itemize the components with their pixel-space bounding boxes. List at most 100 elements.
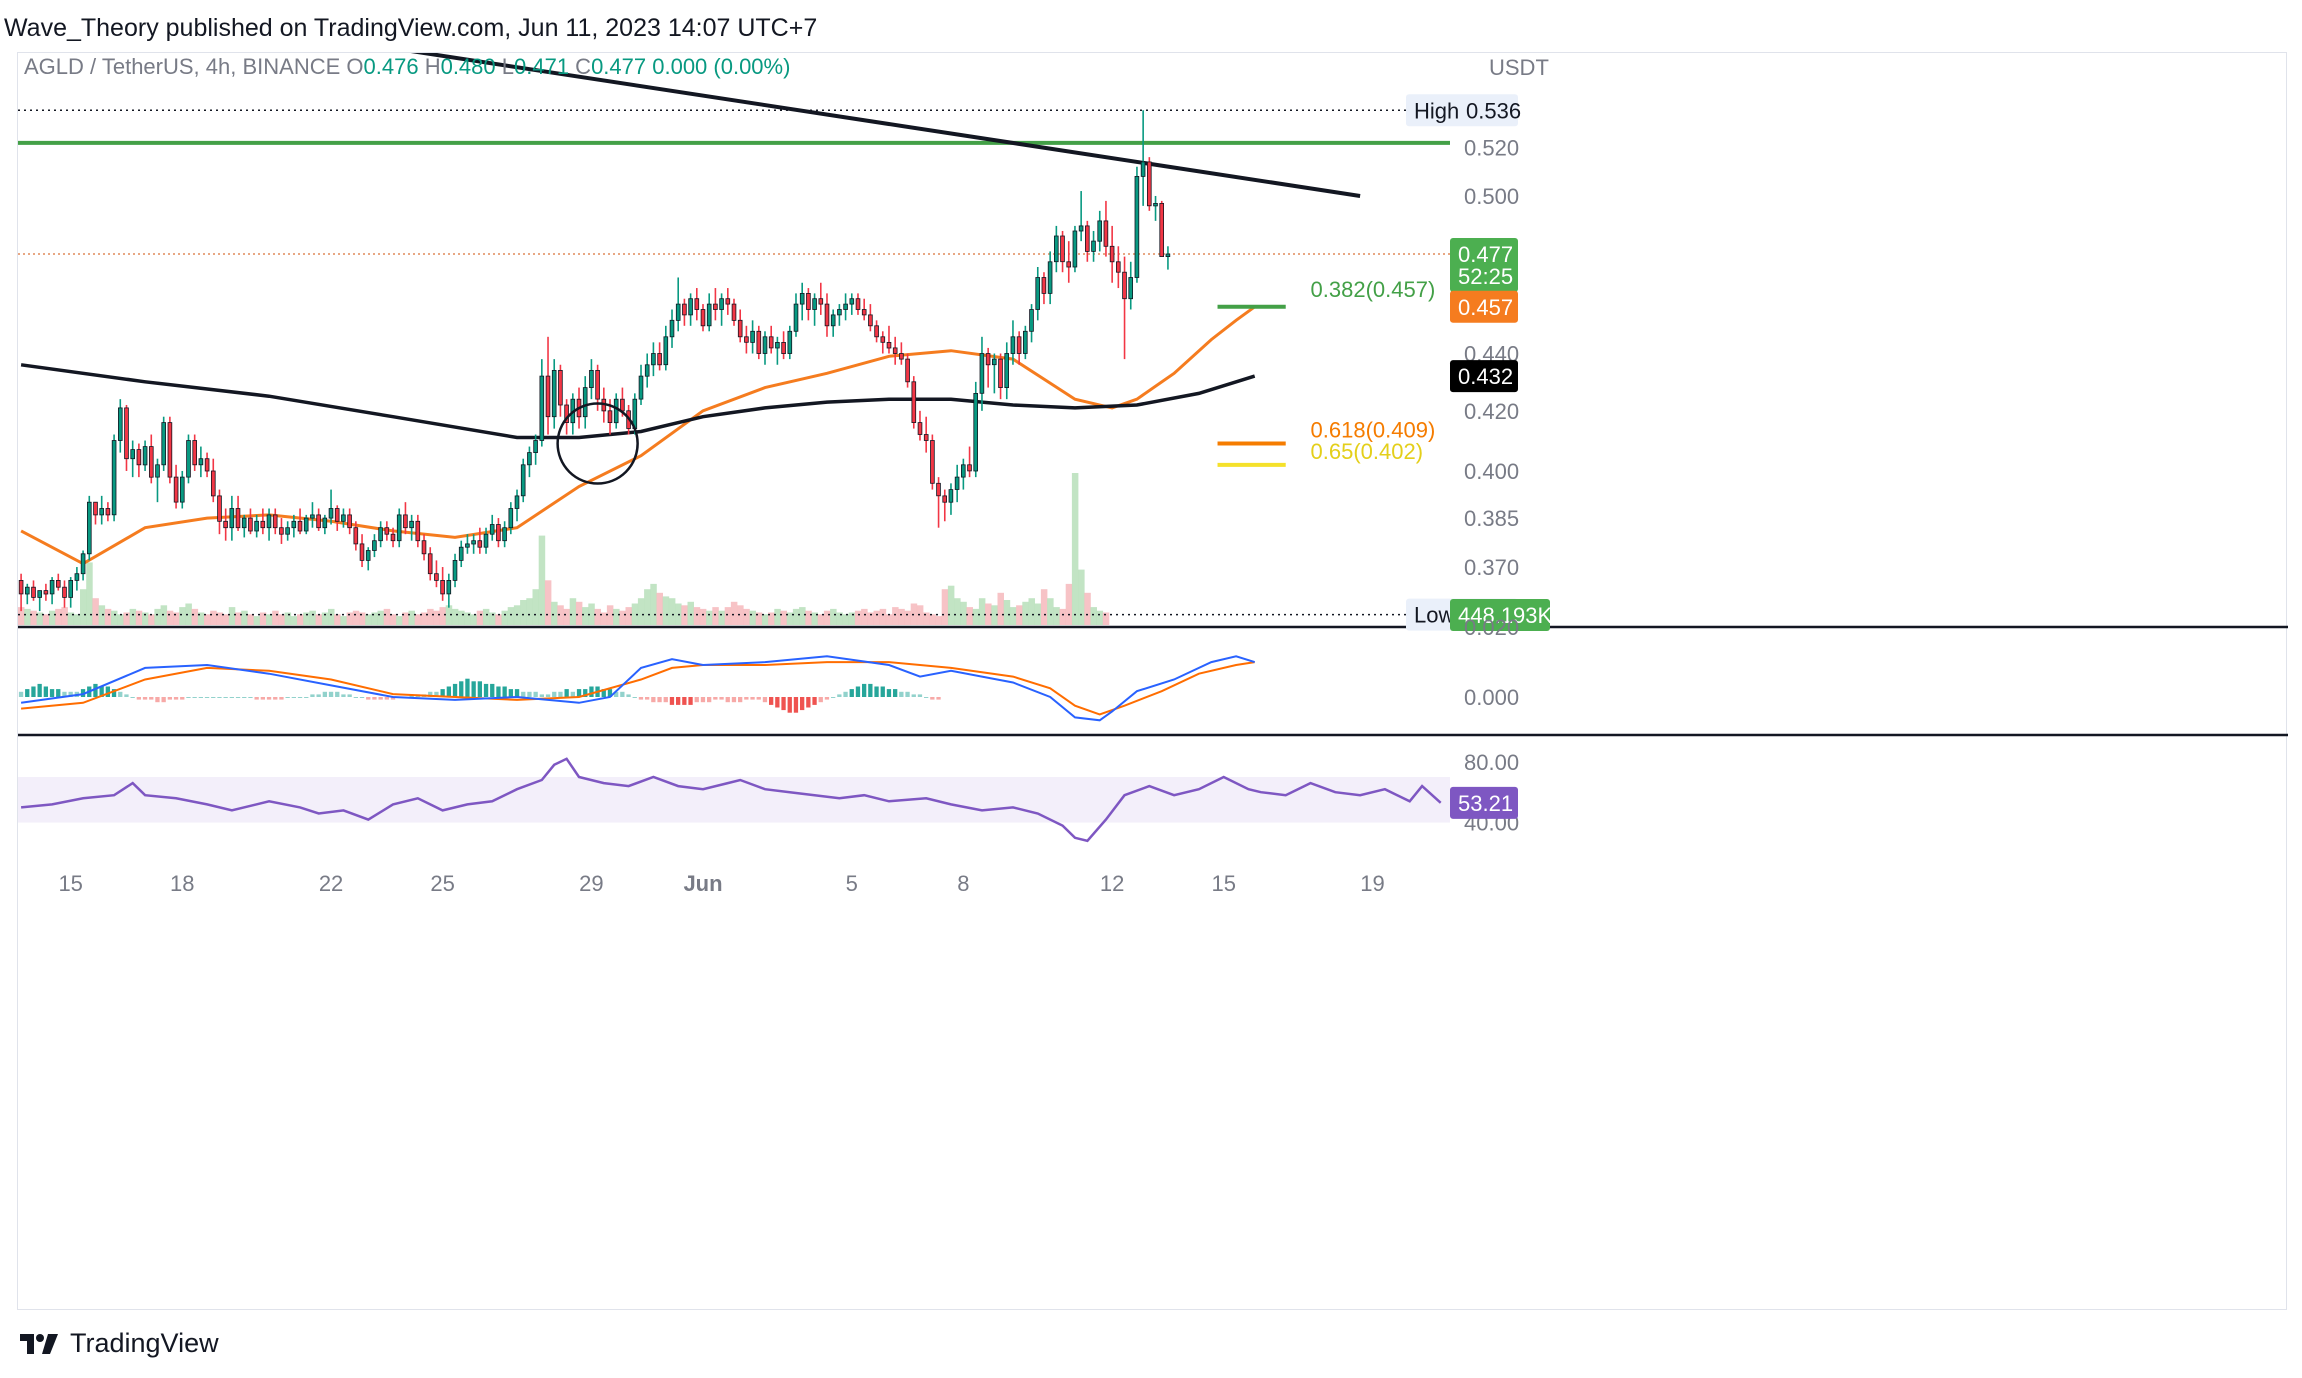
candle-body (799, 292, 805, 305)
volume-bar (712, 607, 719, 625)
macd-histogram-bar (25, 689, 30, 697)
macd-histogram-bar (657, 697, 662, 703)
macd-histogram-bar (824, 697, 830, 700)
volume-bar (482, 608, 490, 625)
macd-histogram-bar (694, 697, 699, 703)
candle-body (682, 303, 687, 316)
tradingview-brand[interactable]: TradingView (18, 1328, 219, 1359)
price-chart[interactable]: AGLD / TetherUS, 4h, BINANCE O0.476 H0.4… (18, 53, 2288, 1311)
candle-body (396, 514, 402, 542)
macd-histogram-bar (204, 697, 210, 698)
volume-bar (321, 612, 329, 625)
macd-histogram-bar (155, 697, 160, 703)
macd-histogram-bar (893, 689, 898, 697)
candle-body (105, 508, 111, 516)
grid-layer (18, 625, 2288, 737)
candle-body (279, 527, 284, 535)
volume-bar (402, 612, 409, 625)
macd-histogram-bar (855, 686, 861, 697)
candle-body (737, 319, 743, 338)
ohlc-legend: AGLD / TetherUS, 4h, BINANCE O0.476 H0.4… (24, 54, 790, 79)
candle-body (291, 520, 297, 529)
volume-bar (1065, 583, 1073, 625)
macd-histogram-bar (304, 697, 309, 698)
volume-bar (730, 601, 738, 625)
volume-bar (142, 612, 149, 625)
candle-body (1004, 353, 1009, 388)
volume-bar (613, 608, 620, 625)
candle-body (136, 449, 142, 466)
macd-line (20, 655, 1255, 722)
candle-body (1078, 225, 1084, 232)
macd-histogram-bar (886, 689, 892, 697)
macd-histogram-bar (713, 697, 718, 700)
macd-histogram-bar (446, 686, 451, 697)
candle-body (148, 446, 154, 478)
volume-bar (538, 535, 546, 625)
candle-body (1085, 225, 1090, 252)
candle-body (756, 330, 762, 354)
candle-body (155, 464, 160, 478)
candle-body (911, 381, 917, 423)
candle-body (489, 524, 495, 535)
macd-histogram-bar (180, 697, 185, 700)
macd-histogram-bar (384, 697, 389, 700)
descending-trendline (410, 53, 1361, 198)
macd-histogram-bar (899, 691, 904, 697)
volume-bar (923, 612, 930, 625)
candle-body (1153, 202, 1158, 207)
volume-bar (929, 614, 936, 625)
volume-bar (594, 608, 601, 625)
candle-body (421, 540, 427, 555)
candle-body (483, 533, 489, 548)
macd-histogram-bar (707, 697, 712, 703)
macd-histogram-bar (111, 689, 117, 697)
macd-histogram-bar (552, 691, 557, 697)
candle-body (74, 573, 80, 581)
candle-body (142, 446, 148, 466)
candle-body (1047, 261, 1053, 294)
macd-histogram-bar (632, 697, 637, 698)
volume-bar (501, 610, 508, 625)
volume-bar (1022, 601, 1029, 625)
candle-body (818, 298, 824, 305)
labels-layer: AGLD / TetherUS, 4h, BINANCE O0.476 H0.4… (24, 54, 1435, 485)
candle-body (440, 580, 445, 595)
candle-body (415, 520, 421, 542)
macd-tick: 0.000 (1464, 685, 1519, 710)
candle-body (793, 303, 799, 332)
volume-bar (997, 592, 1004, 625)
candle-body (378, 527, 383, 542)
macd-histogram-bar (911, 694, 916, 697)
macd-histogram-bar (136, 697, 141, 700)
volume-bar (699, 608, 707, 625)
candle-body (384, 527, 390, 535)
price-tick: 0.520 (1464, 136, 1519, 161)
macd-histogram-bar (769, 697, 774, 705)
candle-body (551, 369, 557, 418)
macd-histogram-bar (620, 691, 625, 697)
volume-bar (42, 614, 50, 625)
price-badge-bg (1450, 238, 1518, 293)
macd-histogram-bar (719, 697, 724, 700)
volume-bar (377, 610, 384, 625)
volume-bar (117, 614, 124, 625)
volume-bar (30, 610, 37, 625)
candle-body (539, 375, 545, 441)
candle-body (322, 517, 328, 529)
volume-bar (867, 612, 874, 625)
volume-bar (873, 610, 880, 625)
macd-histogram-bar (186, 697, 191, 698)
macd-histogram-bar (49, 689, 55, 697)
candle-body (607, 410, 613, 423)
candle-body (973, 392, 978, 472)
candle-body (179, 476, 185, 503)
candle-body (99, 508, 105, 516)
candle-body (31, 586, 36, 598)
candle-body (390, 533, 396, 542)
price-badge-value: 0.477 (1458, 242, 1513, 267)
volume-bar (1009, 607, 1017, 625)
volume-bar (495, 614, 502, 625)
candle-body (254, 520, 259, 532)
volume-bar (637, 598, 645, 625)
